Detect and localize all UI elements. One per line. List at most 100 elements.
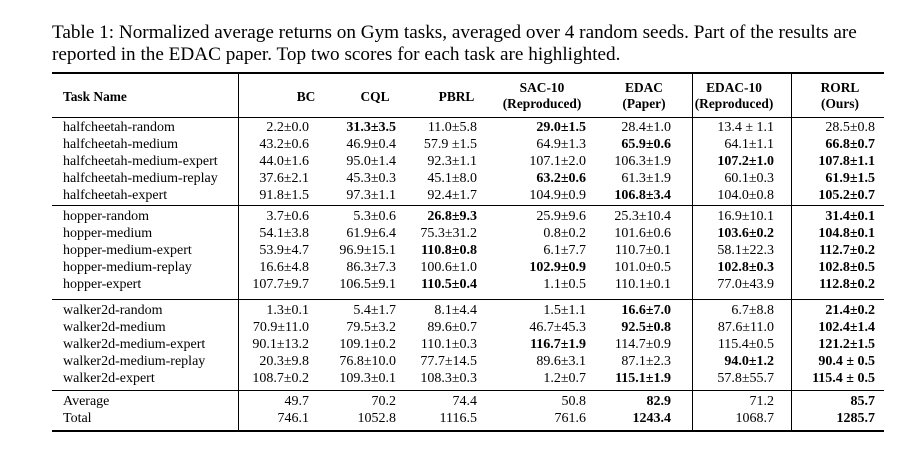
cql-score-cell: 76.8±10.0 <box>339 354 396 369</box>
edac10-score-cell: 94.0±1.2 <box>724 354 774 369</box>
edac10-score-cell: 71.2 <box>749 394 775 409</box>
bc-score-cell: 49.7 <box>284 394 310 409</box>
header-rorl: RORL (Ours) <box>800 80 880 112</box>
table-caption: Table 1: Normalized average returns on G… <box>52 22 857 65</box>
header-sac10: SAC-10 (Reproduced) <box>492 80 592 112</box>
cql-score-cell: 96.9±15.1 <box>339 243 396 258</box>
task-name-cell: halfcheetah-medium-expert <box>63 154 218 169</box>
pbrl-score-cell: 77.7±14.5 <box>420 354 477 369</box>
sac10-score-cell: 761.6 <box>554 411 587 426</box>
edac-score-cell: 1243.4 <box>632 411 672 426</box>
edac10-score-cell: 104.0±0.8 <box>717 188 774 203</box>
cql-score-cell: 46.9±0.4 <box>346 137 396 152</box>
task-name-cell: halfcheetah-expert <box>63 188 168 203</box>
edac-score-cell: 25.3±10.4 <box>614 209 671 224</box>
pbrl-score-cell: 92.3±1.1 <box>427 154 477 169</box>
header-rule <box>52 117 884 118</box>
edac-score-cell: 82.9 <box>646 394 672 409</box>
pbrl-score-cell: 108.3±0.3 <box>420 371 477 386</box>
column-divider <box>238 72 239 432</box>
bc-score-cell: 2.2±0.0 <box>266 120 309 135</box>
group-separator-rule <box>52 205 884 206</box>
edac10-score-cell: 64.1±1.1 <box>724 137 774 152</box>
pbrl-score-cell: 110.1±0.3 <box>420 337 477 352</box>
bc-score-cell: 3.7±0.6 <box>266 209 309 224</box>
rorl-score-cell: 61.9±1.5 <box>825 171 875 186</box>
pbrl-score-cell: 26.8±9.3 <box>427 209 477 224</box>
task-name-cell: hopper-medium-replay <box>63 260 192 275</box>
pbrl-score-cell: 57.9 ±1.5 <box>423 137 477 152</box>
cql-score-cell: 45.3±0.3 <box>346 171 396 186</box>
sac10-score-cell: 63.2±0.6 <box>536 171 586 186</box>
group-separator-rule <box>52 390 884 391</box>
sac10-score-cell: 0.8±0.2 <box>543 226 586 241</box>
cql-score-cell: 86.3±7.3 <box>346 260 396 275</box>
pbrl-score-cell: 8.1±4.4 <box>434 303 477 318</box>
edac10-score-cell: 6.7±8.8 <box>731 303 774 318</box>
bc-score-cell: 53.9±4.7 <box>259 243 309 258</box>
header-rorl-line1: RORL <box>820 80 860 95</box>
edac10-score-cell: 107.2±1.0 <box>717 154 774 169</box>
pbrl-score-cell: 45.1±8.0 <box>427 171 477 186</box>
task-name-cell: walker2d-expert <box>63 371 155 386</box>
edac-score-cell: 110.7±0.1 <box>614 243 671 258</box>
cql-score-cell: 97.3±1.1 <box>346 188 396 203</box>
edac10-score-cell: 13.4 ± 1.1 <box>717 120 774 135</box>
rorl-score-cell: 31.4±0.1 <box>825 209 875 224</box>
header-pbrl: PBRL <box>438 89 475 104</box>
header-task-name: Task Name <box>63 89 127 104</box>
task-name-cell: hopper-expert <box>63 277 142 292</box>
edac-score-cell: 101.0±0.5 <box>614 260 671 275</box>
bc-score-cell: 20.3±9.8 <box>259 354 309 369</box>
pbrl-score-cell: 89.6±0.7 <box>427 320 477 335</box>
edac-score-cell: 101.6±0.6 <box>614 226 671 241</box>
edac-score-cell: 106.3±1.9 <box>614 154 671 169</box>
bc-score-cell: 70.9±11.0 <box>252 320 309 335</box>
sac10-score-cell: 104.9±0.9 <box>529 188 586 203</box>
sac10-score-cell: 1.1±0.5 <box>543 277 586 292</box>
sac10-score-cell: 1.5±1.1 <box>543 303 586 318</box>
edac-score-cell: 87.1±2.3 <box>621 354 671 369</box>
group-separator-rule <box>52 299 884 300</box>
task-name-cell: halfcheetah-medium-replay <box>63 171 218 186</box>
task-name-cell: Total <box>63 411 92 426</box>
bc-score-cell: 746.1 <box>277 411 310 426</box>
edac10-score-cell: 58.1±22.3 <box>717 243 774 258</box>
sac10-score-cell: 29.0±1.5 <box>536 120 586 135</box>
edac10-score-cell: 77.0±43.9 <box>717 277 774 292</box>
header-edac: EDAC (Paper) <box>604 80 684 112</box>
task-name-cell: hopper-medium-expert <box>63 243 192 258</box>
bc-score-cell: 44.0±1.6 <box>259 154 309 169</box>
pbrl-score-cell: 1116.5 <box>439 411 477 426</box>
bc-score-cell: 16.6±4.8 <box>259 260 309 275</box>
edac-score-cell: 114.7±0.9 <box>614 337 671 352</box>
sac10-score-cell: 102.9±0.9 <box>529 260 586 275</box>
column-divider <box>692 72 693 432</box>
edac-score-cell: 16.6±7.0 <box>621 303 671 318</box>
pbrl-score-cell: 75.3±31.2 <box>420 226 477 241</box>
cql-score-cell: 70.2 <box>371 394 397 409</box>
task-name-cell: Average <box>63 394 110 409</box>
pbrl-score-cell: 11.0±5.8 <box>427 120 477 135</box>
rorl-score-cell: 102.4±1.4 <box>818 320 875 335</box>
sac10-score-cell: 50.8 <box>561 394 587 409</box>
column-divider <box>791 72 792 432</box>
edac10-score-cell: 87.6±11.0 <box>717 320 774 335</box>
rorl-score-cell: 107.8±1.1 <box>818 154 875 169</box>
edac-score-cell: 115.1±1.9 <box>615 371 671 386</box>
rorl-score-cell: 85.7 <box>850 394 876 409</box>
task-name-cell: walker2d-medium-expert <box>63 337 206 352</box>
rorl-score-cell: 21.4±0.2 <box>825 303 875 318</box>
task-name-cell: walker2d-random <box>63 303 163 318</box>
cql-score-cell: 5.4±1.7 <box>353 303 396 318</box>
header-edac10: EDAC-10 (Reproduced) <box>684 80 784 112</box>
sac10-score-cell: 25.9±9.6 <box>536 209 586 224</box>
sac10-score-cell: 64.9±1.3 <box>536 137 586 152</box>
bc-score-cell: 37.6±2.1 <box>259 171 309 186</box>
task-name-cell: hopper-medium <box>63 226 153 241</box>
cql-score-cell: 5.3±0.6 <box>353 209 396 224</box>
edac10-score-cell: 1068.7 <box>735 411 775 426</box>
rorl-score-cell: 105.2±0.7 <box>818 188 875 203</box>
bc-score-cell: 1.3±0.1 <box>266 303 309 318</box>
cql-score-cell: 31.3±3.5 <box>346 120 396 135</box>
